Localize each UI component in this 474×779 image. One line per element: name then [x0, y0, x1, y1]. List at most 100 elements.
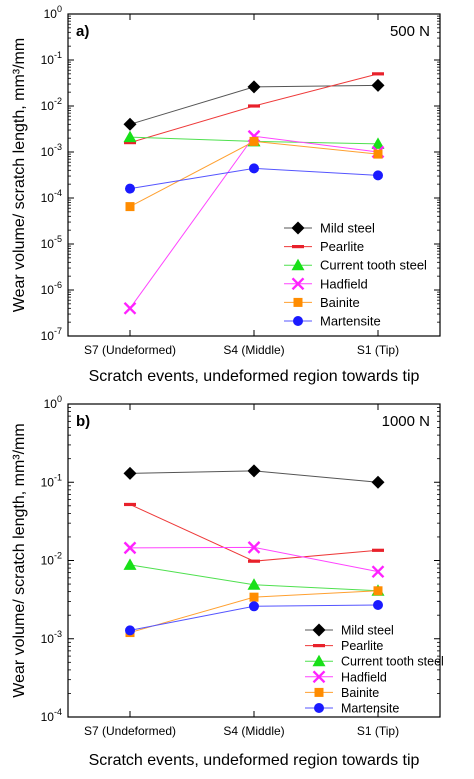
y-tick-label: 100 [44, 4, 62, 21]
legend-marker-pearlite [292, 245, 304, 249]
legend-marker-current-tooth-steel [312, 654, 326, 667]
data-point-martensite [125, 183, 135, 194]
y-tick-base: 10 [41, 475, 55, 489]
y-tick-base: 10 [41, 329, 55, 343]
data-point-martensite [249, 163, 259, 174]
legend-marker-mild-steel [312, 623, 326, 637]
load-annotation: 500 N [390, 23, 430, 40]
legend-label: Martensite [341, 702, 399, 716]
data-point-current-tooth-steel [247, 578, 261, 590]
data-point-mild-steel [247, 80, 261, 94]
legend-label: Hadfield [320, 276, 368, 291]
series-current-tooth-steel [123, 558, 385, 596]
y-tick-base: 10 [41, 99, 55, 113]
y-tick-base: 10 [41, 145, 55, 159]
data-point-hadfield [123, 301, 137, 315]
plot-frame [67, 13, 441, 337]
y-tick-label: 10-7 [41, 326, 62, 343]
y-tick-base: 10 [44, 397, 58, 411]
legend-marker-hadfield [291, 277, 305, 291]
data-point-mild-steel [371, 78, 385, 92]
legend-marker-martensite [314, 703, 324, 713]
y-tick-exponent: 0 [57, 4, 62, 14]
y-tick-label: 10-1 [41, 50, 62, 67]
data-point-bainite [249, 592, 259, 602]
panel-label: a) [76, 23, 89, 40]
data-point-martensite [125, 625, 135, 636]
y-tick-exponent: -1 [54, 472, 62, 482]
data-point-hadfield [371, 565, 385, 579]
data-point-bainite [373, 586, 383, 596]
y-tick-exponent: -7 [54, 326, 62, 336]
legend-marker-current-tooth-steel [291, 258, 305, 271]
series-mild-steel [123, 464, 385, 489]
y-tick-base: 10 [41, 710, 55, 724]
data-point-current-tooth-steel [123, 130, 137, 143]
panel-label: b) [76, 413, 90, 430]
series-martensite [125, 599, 383, 636]
data-point-bainite [125, 202, 135, 212]
y-axis-title: Wear volume/ scratch length, mm³/mm [11, 38, 28, 312]
legend-marker-martensite [293, 316, 303, 326]
series-line-hadfield [129, 546, 379, 573]
y-tick-exponent: -4 [54, 707, 62, 717]
y-tick-label: 10-2 [41, 96, 62, 113]
y-tick-exponent: -5 [54, 234, 62, 244]
data-point-hadfield [123, 541, 137, 555]
legend-label: Bainite [341, 686, 379, 700]
legend-marker-pearlite [313, 644, 325, 648]
x-axis-title: Scratch events, undeformed region toward… [89, 368, 420, 385]
y-tick-base: 10 [41, 53, 55, 67]
legend-label: Mild steel [341, 624, 394, 638]
x-tick-label: S7 (Undeformed) [84, 343, 176, 357]
y-tick-label: 10-2 [41, 551, 62, 568]
data-point-pearlite [124, 141, 136, 145]
y-tick-base: 10 [41, 237, 55, 251]
series-bainite [125, 136, 383, 212]
series-line-bainite [129, 140, 379, 208]
y-tick-exponent: -2 [54, 551, 62, 561]
y-tick-exponent: -6 [54, 280, 62, 290]
legend-label: Current tooth steel [341, 655, 444, 669]
data-point-pearlite [372, 548, 384, 552]
data-point-current-tooth-steel [371, 137, 385, 149]
y-tick-exponent: -3 [54, 142, 62, 152]
y-tick-exponent: -1 [54, 50, 62, 60]
y-axis-title: Wear volume/ scratch length, mm³/mm [11, 423, 28, 697]
data-point-martensite [249, 601, 259, 612]
legend-label: Pearlite [341, 639, 383, 653]
legend-label: Current tooth steel [320, 258, 427, 273]
y-tick-label: 10-5 [41, 234, 62, 251]
series-mild-steel [123, 78, 385, 131]
legend: Mild steel Pearlite Current tooth steel Had… [284, 221, 427, 329]
y-tick-exponent: -2 [54, 96, 62, 106]
y-tick-base: 10 [44, 7, 58, 21]
legend-marker-bainite [314, 687, 324, 697]
legend-label: Bainite [320, 295, 360, 310]
data-point-mild-steel [371, 475, 385, 489]
y-tick-base: 10 [41, 191, 55, 205]
x-tick-label: S4 (Middle) [223, 724, 284, 738]
y-tick-base: 10 [41, 554, 55, 568]
data-point-pearlite [248, 559, 260, 563]
y-tick-label: 10-3 [41, 142, 62, 159]
y-axis-title-text: Wear volume/ scratch length, mm³/mm [11, 423, 28, 697]
y-tick-label: 100 [44, 394, 62, 411]
data-point-current-tooth-steel [123, 558, 137, 570]
legend-marker-mild-steel [291, 221, 305, 235]
y-tick-label: 10-6 [41, 280, 62, 297]
data-point-bainite [249, 136, 259, 146]
series-line-pearlite [129, 504, 379, 562]
y-tick-label: 10-1 [41, 472, 62, 489]
x-tick-label: S1 (Tip) [357, 343, 399, 357]
legend-label: Martensite [320, 314, 381, 329]
x-axis-title: Scratch events, undeformed region toward… [89, 752, 420, 769]
legend-label: Hadfield [341, 670, 387, 684]
series-pearlite [124, 502, 384, 563]
y-tick-label: 10-4 [41, 188, 62, 205]
y-tick-base: 10 [41, 283, 55, 297]
legend-marker-hadfield [312, 670, 326, 684]
